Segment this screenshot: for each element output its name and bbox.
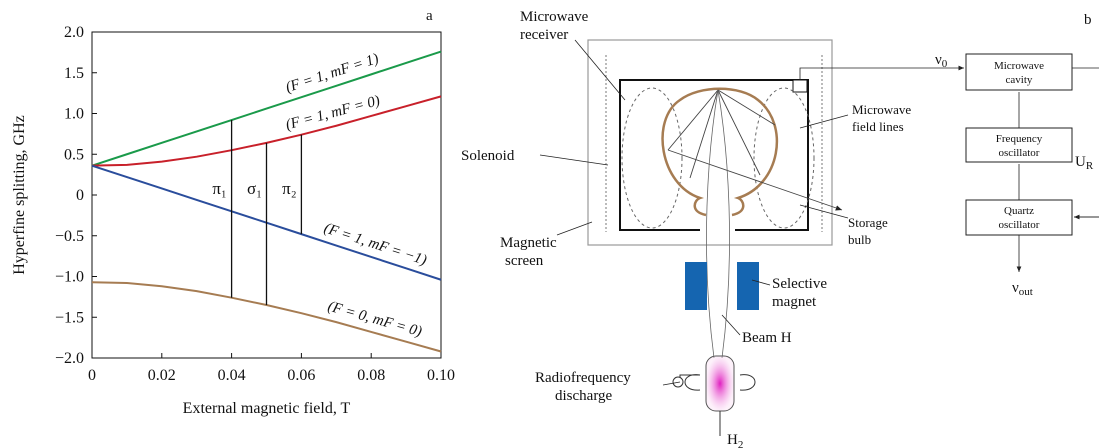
x-tick-label: 0.10 [427, 367, 455, 384]
magnetic-screen [588, 40, 832, 245]
curve-label: (F = 0, mF = 0) [326, 299, 424, 341]
label: Selective [772, 276, 827, 292]
label: U [1075, 154, 1086, 170]
block-label: oscillator [999, 219, 1040, 231]
x-tick-label: 0.08 [357, 367, 385, 384]
atom-path [668, 90, 842, 210]
arrow [1072, 68, 1099, 217]
label: 2 [738, 439, 744, 448]
label: R [1086, 160, 1094, 172]
y-tick-label: −1.5 [55, 309, 84, 326]
y-tick-label: 0 [76, 187, 84, 204]
label: H2 [727, 432, 743, 448]
x-tick-label: 0.02 [148, 367, 176, 384]
block-label: Frequency [996, 133, 1043, 145]
y-tick-label: −0.5 [55, 228, 84, 245]
y-axis-label: Hyperfine splitting, GHz [11, 115, 28, 275]
label: Beam H [742, 330, 792, 346]
field-line [622, 88, 682, 228]
y-tick-label: 1.5 [64, 65, 84, 82]
transition-label: σ₁ [247, 179, 262, 198]
block-label: oscillator [999, 147, 1040, 159]
y-tick-label: 0.5 [64, 146, 84, 163]
label: Solenoid [461, 148, 515, 164]
magnet [685, 262, 707, 310]
chart: −2.0 −1.5 −1.0 −0.5 0 0.5 1.0 1.5 2.0 0 0.02 0.04 0.… [11, 8, 455, 417]
label: UR [1075, 154, 1094, 172]
label: νout [1012, 280, 1033, 298]
label: screen [505, 253, 544, 269]
x-tick-label: 0 [88, 367, 96, 384]
x-tick-label: 0.04 [218, 367, 246, 384]
field-line [754, 88, 814, 228]
label: Magnetic [500, 235, 557, 251]
panel-label: a [426, 8, 433, 24]
label: discharge [555, 388, 613, 404]
label: out [1019, 286, 1033, 298]
transition-label: π₂ [282, 179, 297, 198]
magnet [737, 262, 759, 310]
figure: −2.0 −1.5 −1.0 −0.5 0 0.5 1.0 1.5 2.0 0 0.02 0.04 0.… [0, 0, 1099, 448]
panel-label: b [1084, 12, 1092, 28]
label: Microwave [520, 9, 589, 25]
label: field lines [852, 119, 904, 134]
y-tick-label: 2.0 [64, 24, 84, 41]
curve-label: (F = 1, mF = 1) [284, 51, 381, 96]
block-label: Quartz [1004, 205, 1034, 217]
diagram: b Microwave receiver Solenoid Magnetic s… [461, 9, 1099, 448]
label: H [727, 432, 738, 448]
label: Radiofrequency [535, 370, 631, 386]
label: Microwave [852, 102, 911, 117]
coupler [793, 80, 807, 92]
block-label: Microwave [994, 60, 1044, 72]
y-tick-label: −1.0 [55, 269, 84, 286]
transition-label: π₁ [212, 179, 227, 198]
y-tick-label: −2.0 [55, 350, 84, 367]
y-tick-label: 1.0 [64, 106, 84, 123]
arrow [800, 68, 964, 80]
label: ν0 [935, 52, 948, 70]
label: bulb [848, 232, 871, 247]
x-axis-label: External magnetic field, T [183, 400, 351, 417]
block-label: cavity [1006, 74, 1033, 86]
x-tick-label: 0.06 [287, 367, 315, 384]
curve-label: (F = 1, mF = −1) [322, 220, 429, 268]
label: Storage [848, 215, 888, 230]
storage-bulb [663, 89, 777, 215]
label: 0 [942, 58, 948, 70]
beam [706, 90, 729, 358]
label: magnet [772, 294, 817, 310]
discharge-tube [706, 356, 734, 411]
label: receiver [520, 27, 568, 43]
